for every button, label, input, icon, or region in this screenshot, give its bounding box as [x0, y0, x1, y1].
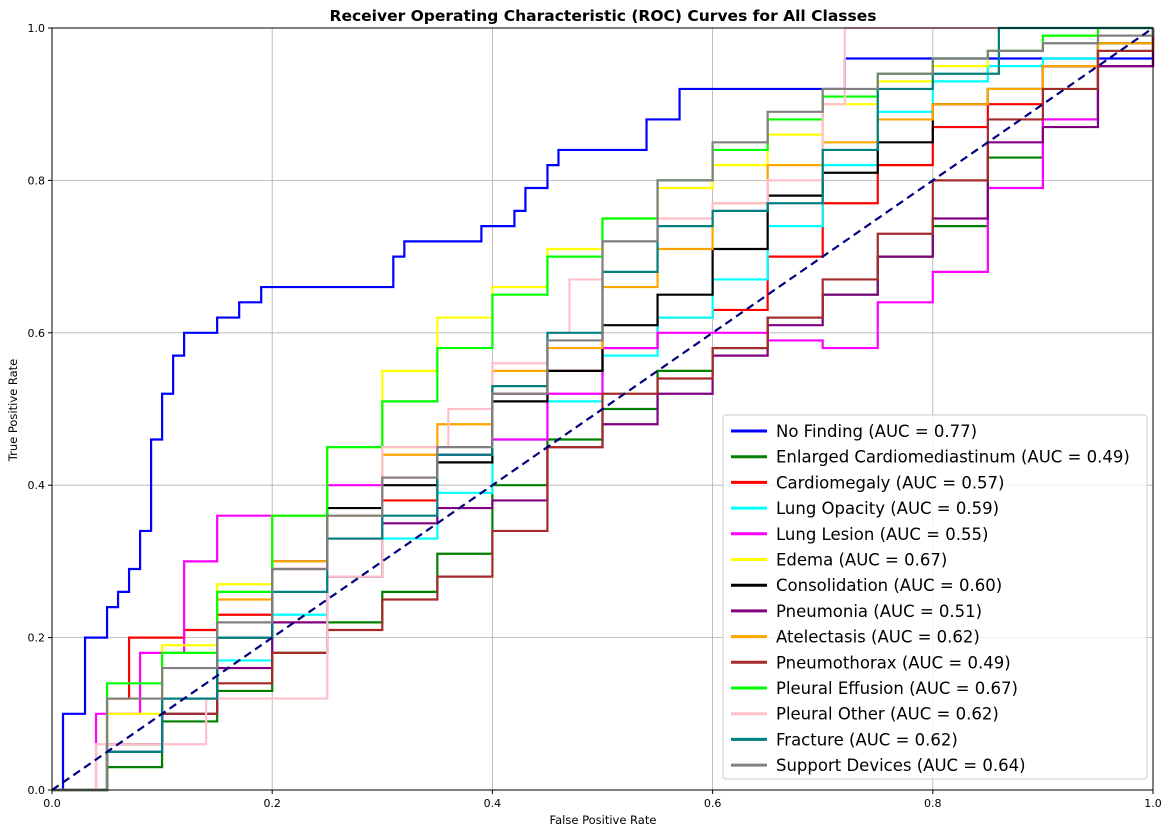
- axis-ticks: 0.0 0.2 0.4 0.6 0.8 1.0 0.0 0.2 0.4 0.6 0.8 1.0: [28, 22, 1162, 810]
- legend-label: Enlarged Cardiomediastinum (AUC = 0.49): [776, 448, 1130, 467]
- y-tick-label: 1.0: [28, 22, 46, 35]
- legend-label: Support Devices (AUC = 0.64): [776, 756, 1026, 775]
- x-tick-label: 0.0: [43, 797, 61, 810]
- legend-label: Lung Lesion (AUC = 0.55): [776, 525, 988, 544]
- x-tick-label: 0.8: [924, 797, 942, 810]
- legend-label: Lung Opacity (AUC = 0.59): [776, 499, 999, 518]
- legend-label: Edema (AUC = 0.67): [776, 551, 947, 570]
- legend-label: Pneumothorax (AUC = 0.49): [776, 653, 1011, 672]
- x-tick-label: 0.4: [484, 797, 502, 810]
- legend-label: Atelectasis (AUC = 0.62): [776, 628, 980, 647]
- y-axis-label: True Positive Rate: [6, 359, 20, 462]
- legend-label: Consolidation (AUC = 0.60): [776, 576, 1002, 595]
- legend-items: No Finding (AUC = 0.77) Enlarged Cardiome…: [731, 422, 1130, 775]
- y-tick-label: 0.4: [28, 479, 46, 492]
- y-tick-label: 0.0: [28, 784, 46, 797]
- legend-label: Cardiomegaly (AUC = 0.57): [776, 473, 1005, 492]
- x-tick-label: 0.2: [263, 797, 281, 810]
- legend: No Finding (AUC = 0.77) Enlarged Cardiome…: [722, 414, 1148, 780]
- x-axis-label: False Positive Rate: [550, 813, 657, 827]
- chart-title: Receiver Operating Characteristic (ROC) …: [330, 7, 877, 25]
- y-tick-label: 0.6: [28, 327, 46, 340]
- series-line-0: [52, 43, 1155, 792]
- plot-frame: [51, 27, 1154, 791]
- legend-label: No Finding (AUC = 0.77): [776, 422, 977, 441]
- x-tick-label: 0.6: [704, 797, 722, 810]
- legend-label: Fracture (AUC = 0.62): [776, 730, 958, 749]
- x-tick-label: 1.0: [1144, 797, 1162, 810]
- legend-label: Pleural Effusion (AUC = 0.67): [776, 679, 1018, 698]
- y-tick-label: 0.2: [28, 632, 46, 645]
- legend-box: [722, 414, 1148, 780]
- legend-label: Pleural Other (AUC = 0.62): [776, 705, 999, 724]
- series-line-9: [52, 28, 1155, 792]
- series-line-13: [52, 28, 1155, 792]
- legend-label: Pneumonia (AUC = 0.51): [776, 602, 982, 621]
- chance-diagonal: [51, 27, 1154, 791]
- y-tick-label: 0.8: [28, 174, 46, 187]
